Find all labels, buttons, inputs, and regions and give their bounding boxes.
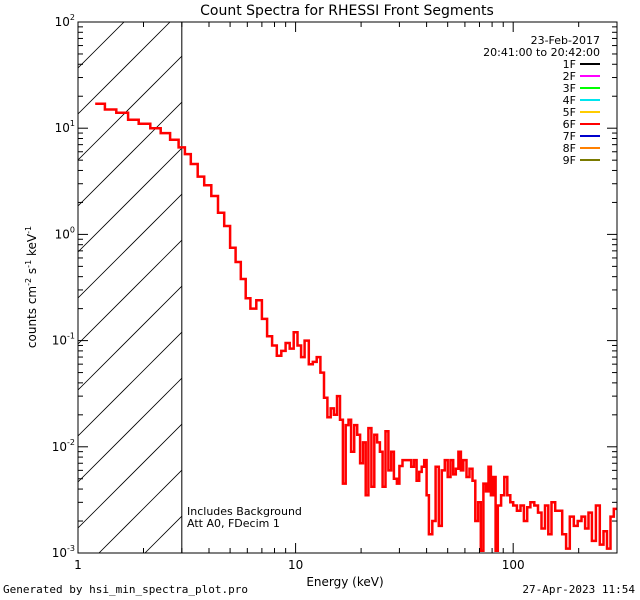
hatch-line xyxy=(78,193,183,299)
y-axis-label: counts cm-2 s-1 keV-1 xyxy=(24,226,39,348)
y-axis-label-part: keV xyxy=(25,233,39,260)
hatch-line xyxy=(78,239,183,345)
hatch-line xyxy=(78,22,171,115)
legend-label: 9F xyxy=(563,154,576,167)
legend-label: 6F xyxy=(563,118,576,131)
y-axis-label-exponent: -1 xyxy=(24,226,33,234)
hatch-line xyxy=(78,22,79,23)
legend-label: 7F xyxy=(563,130,576,143)
y-tick-label: 101 xyxy=(55,119,75,135)
y-tick-label: 10-1 xyxy=(52,332,75,348)
footer-generated-by: Generated by hsi_min_spectra_plot.pro xyxy=(3,583,249,596)
hatch-line xyxy=(78,423,183,529)
y-tick-label: 102 xyxy=(55,13,75,29)
hatch-line xyxy=(78,147,183,253)
x-tick-label: 100 xyxy=(502,558,525,572)
observation-date: 23-Feb-2017 xyxy=(531,34,600,47)
legend-label: 5F xyxy=(563,106,576,119)
excluded-energy-hatch xyxy=(78,22,183,553)
legend-label: 8F xyxy=(563,142,576,155)
y-axis-label-part: s xyxy=(25,268,39,278)
y-axis-label-part: counts cm xyxy=(25,286,39,348)
hatch-line xyxy=(144,515,183,553)
annotation-background: Includes Background xyxy=(187,505,302,518)
hatch-line xyxy=(78,331,183,437)
x-tick-label: 1 xyxy=(74,558,82,572)
series-line-6f xyxy=(95,102,617,552)
hatch-line xyxy=(98,469,183,553)
y-axis-label-exponent: -2 xyxy=(24,278,33,286)
x-tick-label: 10 xyxy=(288,558,303,572)
plot-frame xyxy=(77,21,618,554)
legend-label: 1F xyxy=(563,58,576,71)
hatch-line xyxy=(78,101,183,207)
axis-ticks xyxy=(77,21,618,554)
legend-label: 4F xyxy=(563,94,576,107)
hatch-line xyxy=(78,285,183,391)
hatch-line xyxy=(78,22,125,69)
y-axis-label-exponent: -1 xyxy=(24,260,33,268)
hatch-line xyxy=(78,377,183,483)
observation-time-range: 20:41:00 to 20:42:00 xyxy=(483,46,600,59)
hatch-line xyxy=(78,55,183,161)
x-axis-label: Energy (keV) xyxy=(306,575,383,589)
legend-label: 3F xyxy=(563,82,576,95)
footer-timestamp: 27-Apr-2023 11:54 xyxy=(522,583,635,596)
y-tick-label: 10-3 xyxy=(52,544,75,560)
y-tick-label: 10-2 xyxy=(52,438,75,454)
annotation-attenuator: Att A0, FDecim 1 xyxy=(187,517,280,530)
chart-title: Count Spectra for RHESSI Front Segments xyxy=(200,3,494,19)
y-tick-label: 100 xyxy=(55,225,75,241)
legend-label: 2F xyxy=(563,70,576,83)
